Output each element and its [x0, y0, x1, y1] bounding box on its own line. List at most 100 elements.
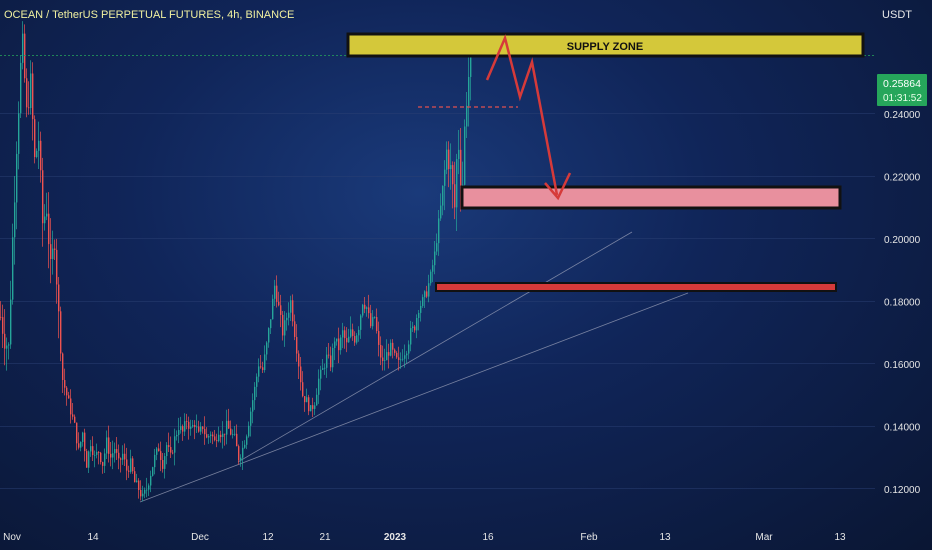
projection-arrow-path — [485, 34, 559, 196]
candle-body — [368, 307, 370, 314]
candle-body — [322, 368, 324, 370]
candle-body — [74, 416, 76, 423]
price-axis[interactable]: 0.24000 0.22000 0.20000 0.18000 0.16000 0.140… — [884, 110, 921, 496]
candle-body — [4, 333, 6, 349]
demand-zone-box[interactable] — [460, 185, 842, 210]
candle-body — [174, 436, 176, 453]
candle-body — [312, 405, 314, 409]
candle-body — [66, 387, 68, 396]
x-tick-label: Feb — [580, 532, 598, 543]
y-tick-label: 0.14000 — [884, 422, 921, 433]
candle-body — [12, 237, 14, 300]
candle-body — [56, 249, 58, 285]
candle-body — [146, 489, 148, 491]
candle-body — [144, 489, 146, 494]
last-price-value: 0.25864 — [883, 78, 921, 90]
candle-body — [116, 449, 118, 453]
candle-body — [402, 358, 404, 360]
candle-body — [158, 448, 160, 452]
candle-body — [70, 398, 72, 415]
candle-body — [384, 360, 386, 361]
candle-body — [450, 165, 452, 170]
candle-body — [306, 397, 308, 403]
y-tick-label: 0.20000 — [884, 235, 921, 246]
supply-zone-box[interactable] — [346, 32, 865, 58]
time-axis[interactable]: Nov 14 Dec 12 21 2023 16 Feb 13 Mar 13 — [3, 532, 846, 543]
candle-body — [266, 342, 268, 355]
candle-body — [390, 342, 392, 356]
candle-body — [328, 354, 330, 356]
candle-body — [386, 352, 388, 361]
y-tick-label: 0.24000 — [884, 110, 921, 121]
candle-body — [226, 420, 228, 435]
candle-body — [64, 380, 66, 388]
x-tick-label: 2023 — [384, 532, 407, 543]
candle-body — [76, 422, 78, 444]
candle-body — [138, 480, 140, 490]
candle-body — [426, 291, 428, 297]
candle-body — [230, 428, 232, 435]
candle-body — [320, 369, 322, 379]
candle-body — [452, 165, 454, 185]
candle-body — [100, 452, 102, 463]
candle-body — [58, 284, 60, 312]
candle-body — [26, 78, 28, 108]
candle-body — [106, 437, 108, 454]
candle-body — [78, 443, 80, 448]
candle-body — [388, 352, 390, 356]
candle-body — [338, 338, 340, 351]
candle-body — [108, 437, 110, 454]
candle-body — [246, 436, 248, 445]
trendline-lower — [139, 292, 689, 503]
candle-body — [166, 445, 168, 457]
candle-body — [148, 485, 150, 490]
support-level-bar[interactable] — [435, 282, 837, 292]
candle-body — [220, 434, 222, 438]
last-price-tag: 0.25864 01:31:52 — [877, 74, 927, 106]
candle-body — [300, 366, 302, 383]
candle-body — [122, 453, 124, 460]
candle-body — [418, 312, 420, 318]
candle-body — [178, 429, 180, 435]
candle-body — [302, 382, 304, 397]
candle-body — [136, 480, 138, 483]
x-tick-label: Dec — [191, 532, 209, 543]
candle-body — [32, 73, 34, 120]
candle-body — [458, 149, 460, 160]
candle-body — [396, 352, 398, 358]
candle-body — [196, 426, 198, 428]
x-tick-label: 13 — [834, 532, 846, 543]
candle-body — [236, 433, 238, 447]
candle-body — [92, 446, 94, 456]
candle-body — [286, 317, 288, 321]
candle-body — [46, 213, 48, 217]
candle-body — [164, 456, 166, 469]
candle-body — [298, 353, 300, 367]
candle-body — [68, 395, 70, 399]
trendline-upper — [237, 231, 633, 463]
candle-body — [296, 336, 298, 354]
candle-body — [84, 432, 86, 452]
candle-body — [172, 452, 174, 454]
candle-body — [404, 355, 406, 359]
candle-body — [366, 307, 368, 309]
candle-body — [290, 300, 292, 313]
candle-body — [214, 436, 216, 441]
candle-body — [262, 367, 264, 371]
currency-label: USDT — [882, 9, 912, 21]
candle-body — [86, 451, 88, 468]
candle-body — [54, 248, 56, 250]
candle-body — [462, 184, 464, 186]
candle-body — [442, 185, 444, 206]
candle-body — [16, 153, 18, 203]
x-tick-label: 13 — [659, 532, 671, 543]
candle-body — [342, 330, 344, 338]
x-tick-label: 21 — [319, 532, 331, 543]
candle-body — [446, 149, 448, 170]
candle-body — [272, 298, 274, 320]
candle-body — [270, 319, 272, 329]
candle-body — [410, 328, 412, 345]
candle-body — [94, 454, 96, 456]
